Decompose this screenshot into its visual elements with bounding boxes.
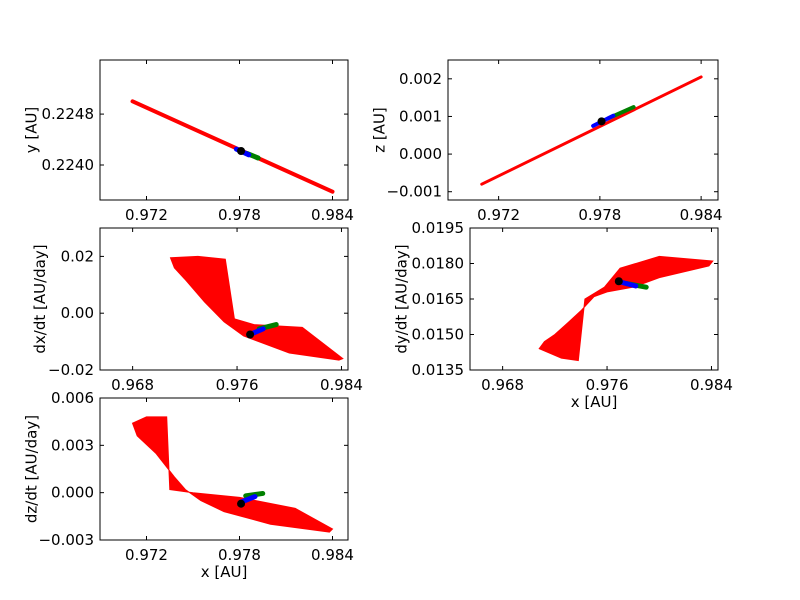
series-red-cloud: [131, 416, 334, 533]
y-axis-label: dy/dt [AU/day]: [392, 244, 410, 353]
series-red-trail: [480, 75, 703, 186]
x-tick-label: 0.984: [690, 376, 733, 394]
y-tick-label: 0.2248: [42, 105, 95, 123]
y-tick-label: 0.0195: [412, 219, 465, 237]
panel-dydt-vs-x: 0.968 0.976 0.984 0.0135 0.0150 0.0165 0.0180 0…: [392, 219, 733, 411]
x-axis-label: x [AU]: [571, 393, 618, 411]
plot-area: [130, 99, 335, 194]
x-tick-label: 0.978: [578, 206, 621, 224]
series-red-trail: [130, 99, 335, 194]
series-red-cloud: [169, 255, 344, 361]
y-tick-label: 0.02: [61, 247, 94, 265]
x-tick-label: 0.972: [125, 206, 168, 224]
x-tick-label: 0.984: [311, 546, 354, 564]
x-tick-label: 0.978: [218, 206, 261, 224]
axes-frame: [99, 59, 349, 201]
series-black-point: [237, 147, 246, 155]
x-tick-label: 0.972: [477, 206, 520, 224]
y-axis-label: y [AU]: [22, 107, 40, 154]
series-red-cloud: [538, 255, 714, 362]
y-tick-label: 0.001: [399, 107, 442, 125]
y-tick-label: −0.02: [48, 361, 94, 379]
y-axis-label: dz/dt [AU/day]: [22, 415, 40, 523]
plot-area: [480, 75, 703, 186]
y-axis-label: dx/dt [AU/day]: [31, 244, 49, 353]
series-black-point: [246, 330, 255, 339]
y-tick-label: −0.003: [38, 531, 94, 549]
axes-frame: [469, 227, 719, 371]
y-tick-label: 0.000: [399, 145, 442, 163]
y-tick-label: 0.002: [399, 70, 442, 88]
series-black-point: [237, 499, 246, 508]
y-tick-label: 0.003: [51, 436, 94, 454]
panel-dzdt-vs-x: 0.972 0.978 0.984 −0.003 0.000 0.003 0.006 dz/d…: [22, 389, 354, 581]
y-tick-label: 0.0135: [412, 361, 465, 379]
plot-area: [131, 416, 334, 533]
x-tick-label: 0.976: [216, 376, 259, 394]
x-tick-label: 0.968: [481, 376, 524, 394]
series-black-point: [614, 277, 623, 286]
y-tick-label: 0.0150: [412, 326, 465, 344]
y-tick-label: 0.00: [61, 304, 94, 322]
x-tick-label: 0.968: [111, 376, 154, 394]
axes-frame: [99, 227, 349, 371]
plot-area: [538, 255, 714, 362]
x-tick-label: 0.978: [218, 546, 261, 564]
series-black-point: [597, 117, 606, 126]
x-tick-label: 0.984: [680, 206, 723, 224]
x-tick-label: 0.984: [311, 206, 354, 224]
x-tick-label: 0.984: [320, 376, 363, 394]
panel-dxdt-vs-x: 0.968 0.976 0.984 −0.02 0.00 0.02 dx/dt [AU/da…: [31, 227, 363, 394]
x-tick-label: 0.976: [586, 376, 629, 394]
x-tick-label: 0.972: [125, 546, 168, 564]
plot-area: [169, 255, 344, 361]
axes-frame: [99, 397, 349, 541]
y-tick-label: 0.2240: [42, 156, 95, 174]
y-tick-label: 0.000: [51, 484, 94, 502]
axes-frame: [447, 59, 719, 201]
y-axis-label: z [AU]: [370, 107, 388, 153]
y-tick-label: −0.001: [386, 183, 442, 201]
x-axis-label: x [AU]: [201, 563, 248, 581]
panel-z-vs-x: 0.972 0.978 0.984 −0.001 0.000 0.001 0.002 z [A…: [370, 59, 723, 224]
y-tick-label: 0.0165: [412, 290, 465, 308]
y-tick-label: 0.0180: [412, 255, 465, 273]
y-tick-label: 0.006: [51, 389, 94, 407]
